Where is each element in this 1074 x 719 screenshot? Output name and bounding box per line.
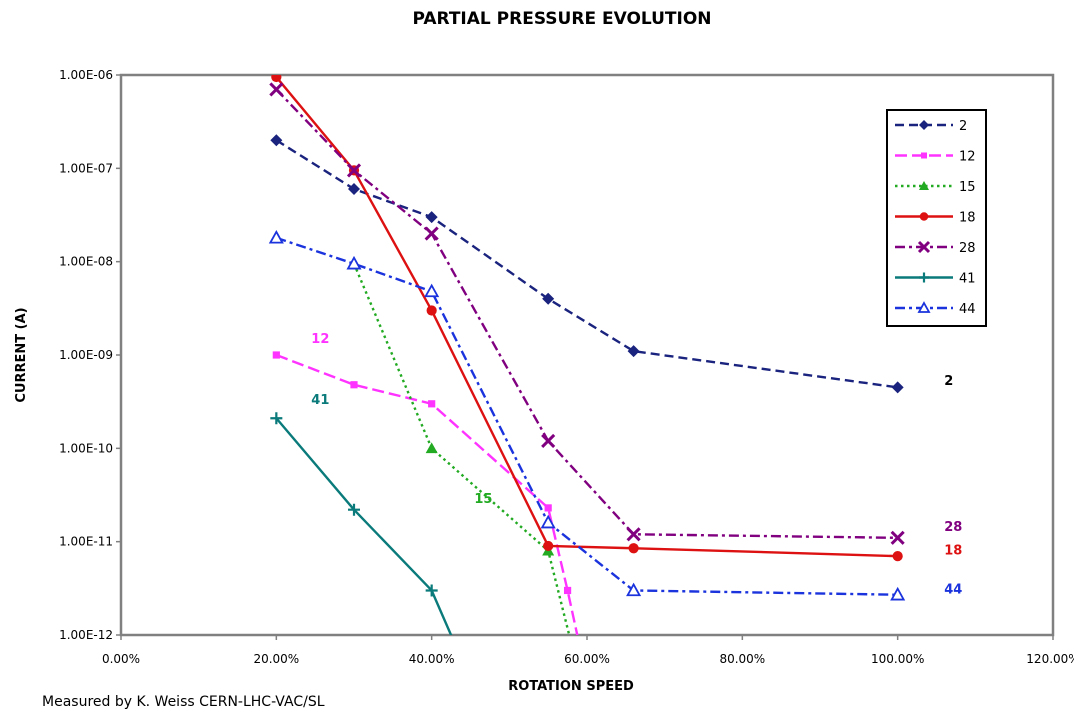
series-44-line: [275, 236, 898, 596]
series-44-point: [424, 283, 440, 298]
series-28-point: [626, 527, 641, 542]
series-2-point: [627, 345, 640, 358]
legend-marker: [917, 240, 931, 254]
series-12-point: [272, 351, 280, 359]
footer-credit: Measured by K. Weiss CERN-LHC-VAC/SL: [42, 694, 325, 710]
series-18-point: [628, 543, 639, 554]
legend-label: 15: [959, 180, 976, 195]
series-44-point: [540, 514, 556, 529]
series-28-point: [346, 163, 362, 178]
series-41-line: [275, 417, 453, 635]
annotation-label: 12: [311, 332, 329, 347]
legend-label: 44: [959, 302, 976, 317]
x-tick-label: 120.00%: [1026, 652, 1074, 666]
legend-label: 28: [959, 241, 976, 256]
legend-item: 2: [895, 119, 967, 134]
annotation-label: 28: [944, 520, 962, 535]
y-tick-label: 1.00E-10: [59, 441, 113, 455]
annotation-label: 15: [474, 492, 492, 507]
series-15-line: [352, 263, 571, 635]
series-12-point: [544, 504, 552, 512]
series-12: [272, 351, 579, 635]
series-28-point: [541, 433, 556, 449]
series-15-point: [425, 442, 438, 454]
series-18-point: [271, 75, 282, 83]
legend-item: 15: [895, 180, 976, 195]
legend-label: 12: [959, 150, 976, 165]
y-tick-label: 1.00E-08: [59, 255, 113, 269]
annotation-label: 41: [311, 393, 329, 408]
y-tick-label: 1.00E-09: [59, 348, 113, 362]
y-tick-label: 1.00E-06: [59, 68, 113, 82]
series-2: [270, 134, 904, 394]
series-28-point: [424, 226, 439, 241]
series-2-point: [425, 211, 438, 224]
legend: [886, 109, 987, 327]
legend-item: 28: [895, 240, 976, 256]
series-12-point: [428, 400, 436, 408]
x-tick-label: 100.00%: [871, 652, 924, 666]
series-2-line: [275, 139, 898, 389]
x-tick-label: 0.00%: [102, 652, 140, 666]
series-2-point: [270, 134, 283, 147]
series-18-line: [275, 76, 898, 558]
legend-marker: [919, 212, 929, 221]
chart-title: PARTIAL PRESSURE EVOLUTION: [412, 9, 711, 29]
legend-label: 18: [959, 211, 976, 226]
series-12-point: [350, 381, 358, 389]
x-tick-label: 60.00%: [564, 652, 610, 666]
series-44-point: [626, 582, 642, 597]
series-41-point: [270, 412, 283, 425]
annotation-label: 18: [944, 543, 962, 558]
y-tick-label: 1.00E-11: [59, 535, 113, 549]
legend-marker: [919, 120, 929, 130]
legend-label: 2: [959, 119, 967, 134]
x-tick-label: 40.00%: [409, 652, 455, 666]
x-tick-label: 20.00%: [253, 652, 299, 666]
legend-marker: [917, 301, 931, 313]
y-tick-label: 1.00E-12: [59, 628, 113, 642]
series-2-point: [348, 183, 360, 196]
series-41-point: [425, 584, 438, 597]
x-tick-label: 80.00%: [719, 652, 765, 666]
series-28-point: [890, 530, 905, 545]
legend-marker: [921, 152, 927, 159]
series-44: [268, 229, 906, 601]
legend-item: 41: [895, 272, 976, 287]
series-12-line: [275, 353, 579, 635]
series-28-line: [275, 88, 898, 540]
series-41: [270, 412, 453, 635]
x-axis-title: ROTATION SPEED: [508, 679, 634, 694]
series-18-point: [543, 540, 554, 552]
series-44-point: [346, 255, 362, 270]
legend-item: 12: [895, 150, 976, 165]
legend-item: 44: [895, 301, 976, 317]
y-axis-title: CURRENT (A): [14, 307, 29, 402]
annotation-label: 44: [944, 582, 962, 597]
series-41-point: [348, 503, 360, 516]
legend-marker: [919, 272, 929, 283]
y-tick-label: 1.00E-07: [59, 161, 113, 175]
series-18-point: [426, 305, 437, 316]
series-12-point: [563, 586, 572, 595]
series-2-point: [891, 381, 904, 394]
legend-marker: [919, 181, 929, 190]
series-28-point: [269, 82, 284, 97]
series-2-point: [542, 292, 555, 305]
series-44-point: [890, 586, 906, 601]
series-28: [269, 82, 905, 545]
legend-item: 18: [895, 211, 976, 226]
legend-label: 41: [959, 272, 976, 287]
series-44-point: [268, 229, 284, 244]
annotation-label: 2: [944, 374, 953, 389]
series-18-point: [892, 551, 903, 562]
